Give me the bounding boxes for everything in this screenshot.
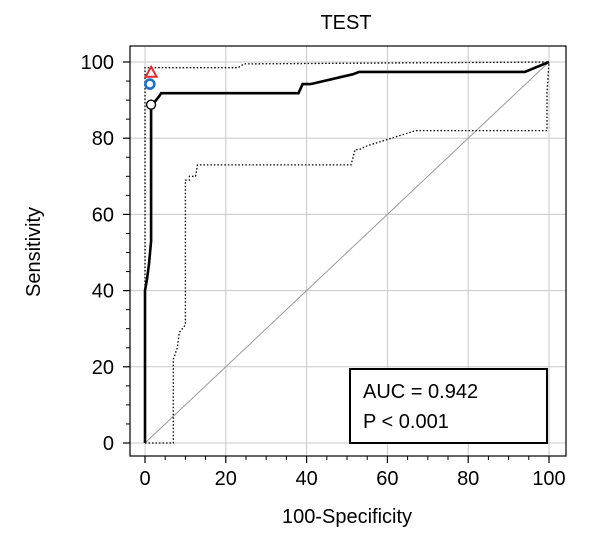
x-tick-label-4: 80	[457, 468, 479, 490]
x-tick-label-1: 20	[215, 468, 237, 490]
y-axis-label: Sensitivity	[23, 207, 45, 297]
y-tick-label-0: 0	[103, 433, 114, 455]
p-value-text: P < 0.001	[363, 411, 449, 433]
marker-triangle-0	[143, 64, 159, 78]
auc-value-text: AUC = 0.942	[363, 381, 478, 403]
roc-curve-line	[143, 60, 550, 443]
x-tick-label-0: 0	[139, 468, 150, 490]
grid-lines	[130, 46, 566, 456]
axes: 0 20 40 60 80 100 0 20 40 60 80 100	[81, 52, 566, 490]
reference-diagonal-line	[144, 61, 550, 444]
x-axis-label: 100-Specificity	[282, 506, 412, 528]
series-layer	[143, 60, 550, 444]
y-tick-label-5: 100	[81, 52, 114, 74]
plot-area-frame	[129, 45, 567, 457]
marker-circle-1	[144, 78, 156, 90]
y-tick-label-2: 40	[92, 281, 114, 303]
x-tick-label-3: 60	[376, 468, 398, 490]
y-tick-label-1: 20	[92, 357, 114, 379]
auc-annotation-box: AUC = 0.942 P < 0.001	[349, 368, 548, 444]
y-tick-label-3: 60	[92, 204, 114, 226]
x-tick-label-2: 40	[295, 468, 317, 490]
marker-layer	[143, 64, 159, 110]
y-tick-label-4: 80	[92, 128, 114, 150]
chart-title: TEST	[320, 12, 371, 34]
marker-circle-2	[145, 99, 157, 110]
x-tick-label-5: 100	[532, 468, 565, 490]
lower-confidence-bound-line	[145, 61, 550, 444]
